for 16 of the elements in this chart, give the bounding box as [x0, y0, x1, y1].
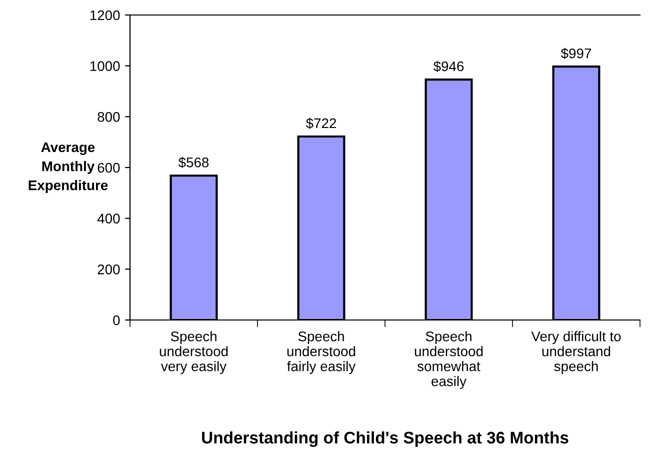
x-tick-label: Speech understood very easily: [160, 331, 228, 374]
data-label: $946: [433, 60, 464, 72]
data-label: $722: [306, 118, 336, 130]
x-axis-title: Understanding of Child's Speech at 36 Months: [202, 431, 568, 447]
data-label: $568: [178, 156, 209, 168]
y-tick-label: 600: [98, 162, 120, 173]
y-tick-label: 0: [113, 315, 120, 326]
y-tick-label: 1000: [90, 61, 120, 72]
x-tick-label: Speech understood fairly easily: [287, 331, 356, 374]
y-tick-label: 1200: [90, 10, 120, 20]
x-tick-label: Very difficult to understand speech: [531, 331, 621, 374]
y-tick-label: 800: [98, 112, 120, 122]
x-tick-label: Speech understood somewhat easily: [414, 331, 483, 389]
data-label: $997: [560, 48, 592, 60]
y-tick-label: 400: [97, 214, 120, 224]
y-tick-label: 200: [98, 264, 120, 274]
